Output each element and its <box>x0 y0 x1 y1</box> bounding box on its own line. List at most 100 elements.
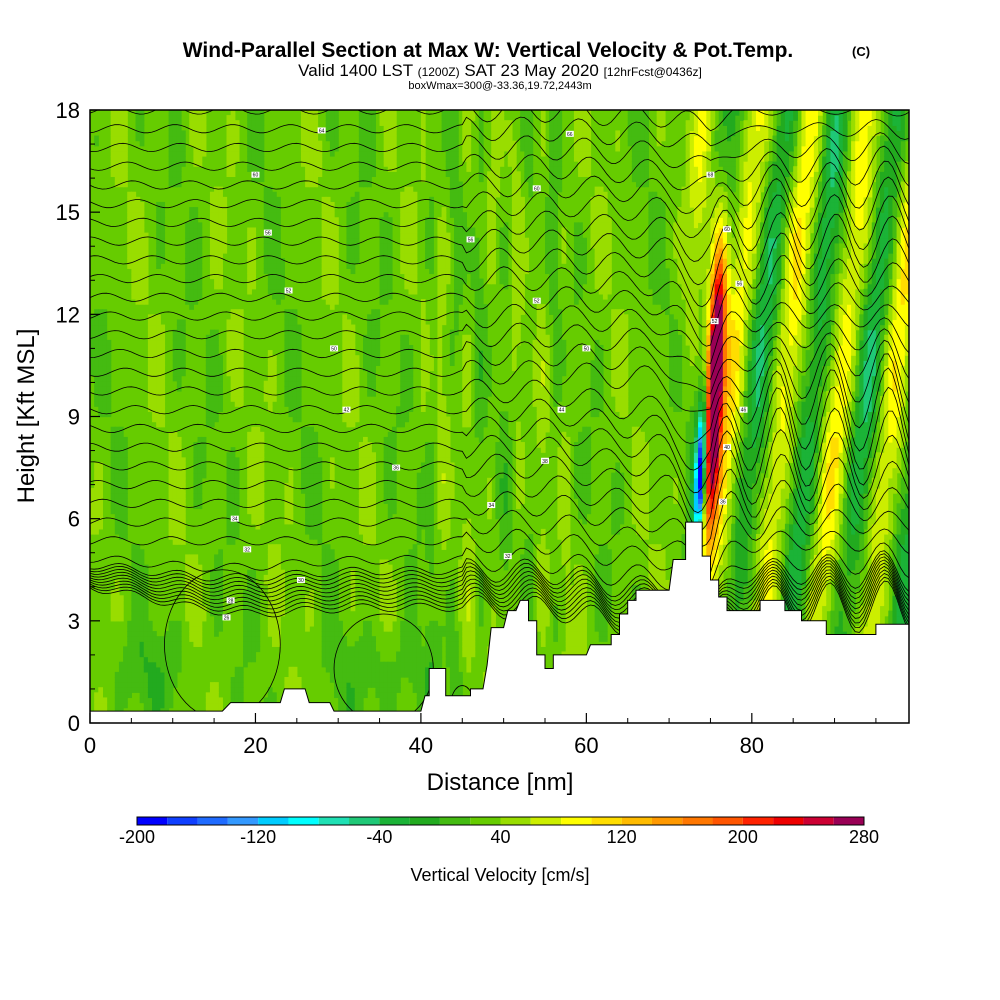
velocity-cell <box>118 513 124 520</box>
velocity-cell <box>176 472 182 479</box>
velocity-cell <box>98 411 104 418</box>
velocity-cell <box>420 462 426 469</box>
velocity-cell <box>135 232 141 239</box>
velocity-cell <box>445 110 451 116</box>
velocity-cell <box>152 636 157 642</box>
velocity-cell <box>313 528 319 535</box>
velocity-cell <box>255 120 261 126</box>
velocity-cell <box>408 191 414 198</box>
velocity-cell <box>499 549 505 556</box>
velocity-cell <box>466 600 472 607</box>
velocity-cell <box>503 452 509 458</box>
velocity-cell <box>123 472 128 479</box>
velocity-cell <box>139 135 145 142</box>
velocity-cell <box>520 125 525 132</box>
plot-area: 6460565250423634323028266660565250443834… <box>90 110 909 723</box>
velocity-cell <box>520 263 525 269</box>
velocity-cell <box>160 641 166 647</box>
velocity-cell <box>516 493 521 499</box>
velocity-cell <box>230 472 236 479</box>
velocity-cell <box>474 416 480 423</box>
velocity-cell <box>383 436 389 443</box>
velocity-cell <box>363 350 368 356</box>
velocity-cell <box>466 396 472 402</box>
velocity-cell <box>288 385 294 392</box>
velocity-cell <box>127 625 132 632</box>
velocity-cell <box>255 447 261 453</box>
velocity-cell <box>487 263 492 269</box>
velocity-cell <box>458 615 463 622</box>
velocity-cell <box>90 523 95 530</box>
velocity-cell <box>230 166 236 172</box>
velocity-cell <box>118 671 124 678</box>
velocity-cell <box>437 344 443 351</box>
velocity-cell <box>152 350 157 356</box>
velocity-cell <box>251 268 257 275</box>
velocity-cell <box>90 518 95 525</box>
velocity-cell <box>160 390 166 397</box>
velocity-cell <box>338 671 343 678</box>
velocity-cell <box>536 426 542 433</box>
velocity-cell <box>441 227 447 234</box>
velocity-cell <box>156 263 161 269</box>
velocity-cell <box>425 508 430 515</box>
velocity-cell <box>350 682 356 688</box>
velocity-cell <box>478 426 484 433</box>
velocity-cell <box>383 457 389 464</box>
velocity-cell <box>358 702 364 709</box>
velocity-cell <box>416 523 422 530</box>
velocity-cell <box>329 217 335 223</box>
velocity-cell <box>511 145 517 152</box>
velocity-cell <box>429 452 434 458</box>
velocity-cell <box>350 416 356 423</box>
velocity-cell <box>102 406 108 412</box>
velocity-cell <box>487 212 492 218</box>
velocity-cell <box>516 421 521 428</box>
velocity-cell <box>276 201 281 208</box>
velocity-cell <box>363 528 368 535</box>
velocity-cell <box>309 447 314 453</box>
velocity-cell <box>230 677 236 683</box>
velocity-cell <box>325 232 331 239</box>
velocity-cell <box>334 217 339 223</box>
velocity-cell <box>193 452 199 458</box>
velocity-cell <box>329 661 335 668</box>
velocity-cell <box>350 656 356 663</box>
velocity-cell <box>247 155 252 162</box>
velocity-cell <box>503 263 509 269</box>
velocity-cell <box>491 186 496 193</box>
velocity-cell <box>143 268 149 275</box>
velocity-cell <box>90 355 95 361</box>
velocity-cell <box>412 661 418 668</box>
velocity-cell <box>131 191 137 198</box>
velocity-cell <box>214 625 219 632</box>
velocity-cell <box>507 442 513 448</box>
velocity-cell <box>437 263 443 269</box>
velocity-cell <box>499 533 505 540</box>
velocity-cell <box>507 482 513 489</box>
velocity-cell <box>172 671 178 678</box>
velocity-cell <box>98 329 104 336</box>
velocity-cell <box>346 375 352 382</box>
velocity-cell <box>400 263 405 269</box>
velocity-cell <box>445 171 451 178</box>
velocity-cell <box>284 503 290 510</box>
velocity-cell <box>131 615 137 622</box>
velocity-cell <box>226 503 232 510</box>
velocity-cell <box>118 610 124 617</box>
velocity-cell <box>338 631 343 637</box>
velocity-cell <box>482 370 488 377</box>
velocity-cell <box>458 574 463 581</box>
velocity-cell <box>458 293 463 300</box>
velocity-cell <box>363 677 368 683</box>
velocity-cell <box>391 671 397 678</box>
velocity-cell <box>408 595 414 601</box>
velocity-cell <box>449 334 455 341</box>
velocity-cell <box>474 319 480 326</box>
velocity-cell <box>247 288 252 295</box>
velocity-cell <box>491 212 496 218</box>
velocity-cell <box>168 462 174 469</box>
velocity-cell <box>243 661 248 668</box>
velocity-cell <box>251 569 257 576</box>
velocity-cell <box>371 666 377 673</box>
